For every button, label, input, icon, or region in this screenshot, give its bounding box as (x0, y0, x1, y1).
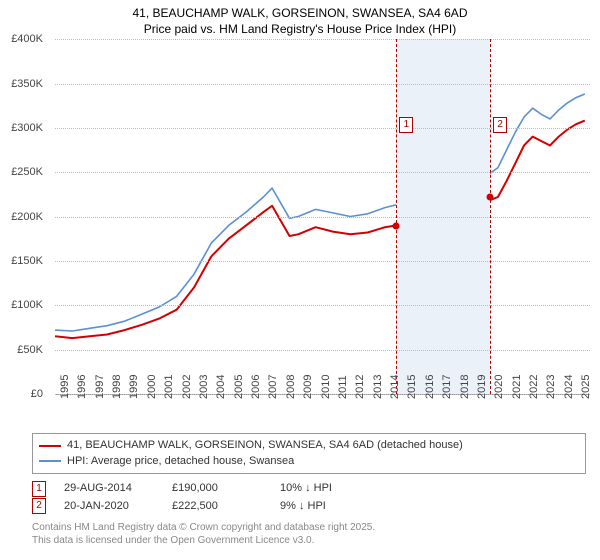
x-axis-label: 2005 (233, 375, 245, 399)
x-axis-label: 2000 (146, 375, 158, 399)
marker-line (396, 39, 397, 394)
y-axis-label: £350K (11, 78, 43, 90)
marker-line (490, 39, 491, 394)
x-axis-label: 1999 (128, 375, 140, 399)
marker-badge: 1 (399, 117, 413, 133)
legend-swatch-hpi (39, 460, 61, 462)
page-title: 41, BEAUCHAMP WALK, GORSEINON, SWANSEA, … (0, 0, 600, 39)
y-axis-label: £250K (11, 166, 43, 178)
marker-dot (393, 222, 400, 229)
x-axis-label: 2016 (424, 375, 436, 399)
y-axis-label: £50K (17, 344, 43, 356)
x-axis-label: 2025 (580, 375, 592, 399)
legend-box: 41, BEAUCHAMP WALK, GORSEINON, SWANSEA, … (32, 433, 586, 474)
x-axis-label: 2008 (285, 375, 297, 399)
marker-row-1: 1 29-AUG-2014 £190,000 10% ↓ HPI (32, 480, 600, 498)
marker-badge: 2 (493, 117, 507, 133)
gridline (55, 128, 590, 129)
x-axis-label: 2013 (372, 375, 384, 399)
y-axis-label: £0 (31, 388, 43, 400)
marker-delta-1: 10% ↓ HPI (280, 480, 370, 498)
legend-item-hpi: HPI: Average price, detached house, Swan… (39, 454, 579, 469)
gridline (55, 305, 590, 306)
x-axis-label: 2006 (250, 375, 262, 399)
gridline (55, 172, 590, 173)
marker-badge-1: 1 (32, 481, 46, 497)
x-axis-label: 1995 (59, 375, 71, 399)
x-axis-label: 2019 (476, 375, 488, 399)
x-axis-label: 2004 (215, 375, 227, 399)
marker-row-2: 2 20-JAN-2020 £222,500 9% ↓ HPI (32, 498, 600, 516)
x-axis-label: 2017 (441, 375, 453, 399)
y-axis-label: £400K (11, 33, 43, 45)
x-axis-label: 2021 (511, 375, 523, 399)
marker-price-2: £222,500 (172, 498, 262, 516)
plot-region: 12 (55, 39, 590, 395)
x-axis-label: 2015 (406, 375, 418, 399)
x-axis-label: 2024 (563, 375, 575, 399)
y-axis-label: £300K (11, 122, 43, 134)
legend-item-price-paid: 41, BEAUCHAMP WALK, GORSEINON, SWANSEA, … (39, 438, 579, 453)
title-line1: 41, BEAUCHAMP WALK, GORSEINON, SWANSEA, … (0, 6, 600, 22)
x-axis-label: 2011 (337, 376, 349, 400)
x-axis-label: 1996 (76, 375, 88, 399)
x-axis-label: 2002 (181, 375, 193, 399)
gridline (55, 261, 590, 262)
marker-table: 1 29-AUG-2014 £190,000 10% ↓ HPI 2 20-JA… (32, 480, 600, 515)
gridline (55, 217, 590, 218)
x-axis-label: 2001 (163, 375, 175, 399)
footer-attribution: Contains HM Land Registry data © Crown c… (32, 521, 600, 547)
marker-delta-2: 9% ↓ HPI (280, 498, 370, 516)
x-axis-label: 2009 (302, 375, 314, 399)
legend-label-hpi: HPI: Average price, detached house, Swan… (67, 454, 294, 469)
x-axis-label: 2010 (320, 375, 332, 399)
x-axis-label: 2022 (528, 375, 540, 399)
x-axis-label: 2012 (354, 375, 366, 399)
y-axis-label: £150K (11, 255, 43, 267)
y-axis-label: £100K (11, 299, 43, 311)
x-axis-label: 2018 (459, 375, 471, 399)
gridline (55, 350, 590, 351)
gridline (55, 39, 590, 40)
footer-line1: Contains HM Land Registry data © Crown c… (32, 521, 600, 534)
marker-date-1: 29-AUG-2014 (64, 480, 154, 498)
x-axis-label: 1998 (111, 375, 123, 399)
x-axis-label: 2007 (267, 375, 279, 399)
x-axis-label: 1997 (94, 375, 106, 399)
x-axis-label: 2003 (198, 375, 210, 399)
legend-swatch-price-paid (39, 445, 61, 447)
footer-line2: This data is licensed under the Open Gov… (32, 534, 600, 547)
x-axis-label: 2014 (389, 375, 401, 399)
gridline (55, 84, 590, 85)
chart-area: 12 £0£50K£100K£150K£200K£250K£300K£350K£… (5, 39, 595, 429)
title-line2: Price paid vs. HM Land Registry's House … (0, 22, 600, 38)
marker-badge-2: 2 (32, 498, 46, 514)
legend-label-price-paid: 41, BEAUCHAMP WALK, GORSEINON, SWANSEA, … (67, 438, 463, 453)
x-axis-label: 2023 (545, 375, 557, 399)
marker-date-2: 20-JAN-2020 (64, 498, 154, 516)
marker-price-1: £190,000 (172, 480, 262, 498)
marker-dot (487, 193, 494, 200)
y-axis-label: £200K (11, 211, 43, 223)
x-axis-label: 2020 (493, 375, 505, 399)
